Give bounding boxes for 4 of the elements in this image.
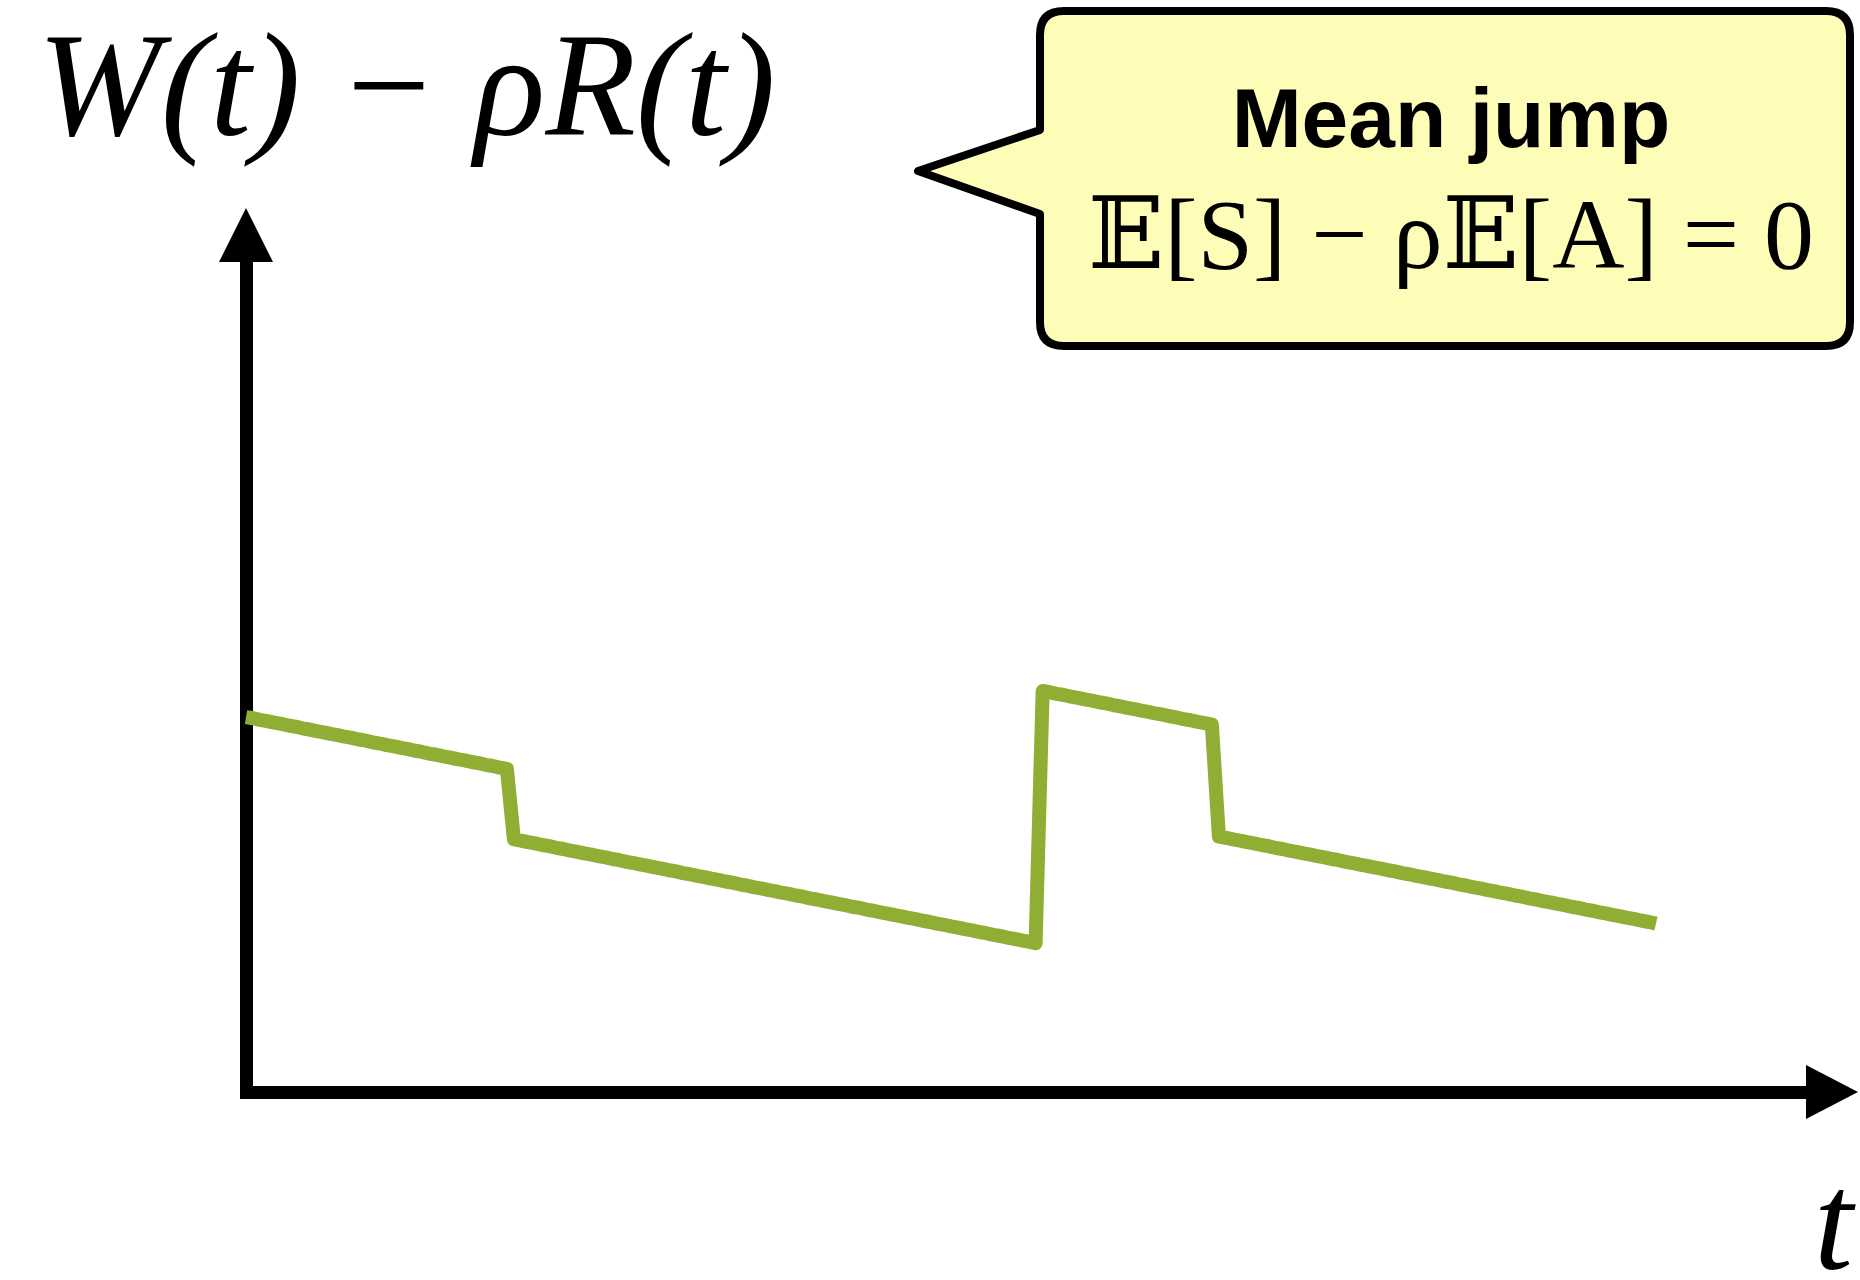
- text: Mean jump: [1231, 71, 1671, 165]
- y-axis-title: W(t) − ρR(t): [37, 2, 776, 167]
- x-axis-title: t: [1814, 1143, 1857, 1280]
- text: 𝔼[S] − ρ𝔼[A] = 0: [1087, 179, 1815, 290]
